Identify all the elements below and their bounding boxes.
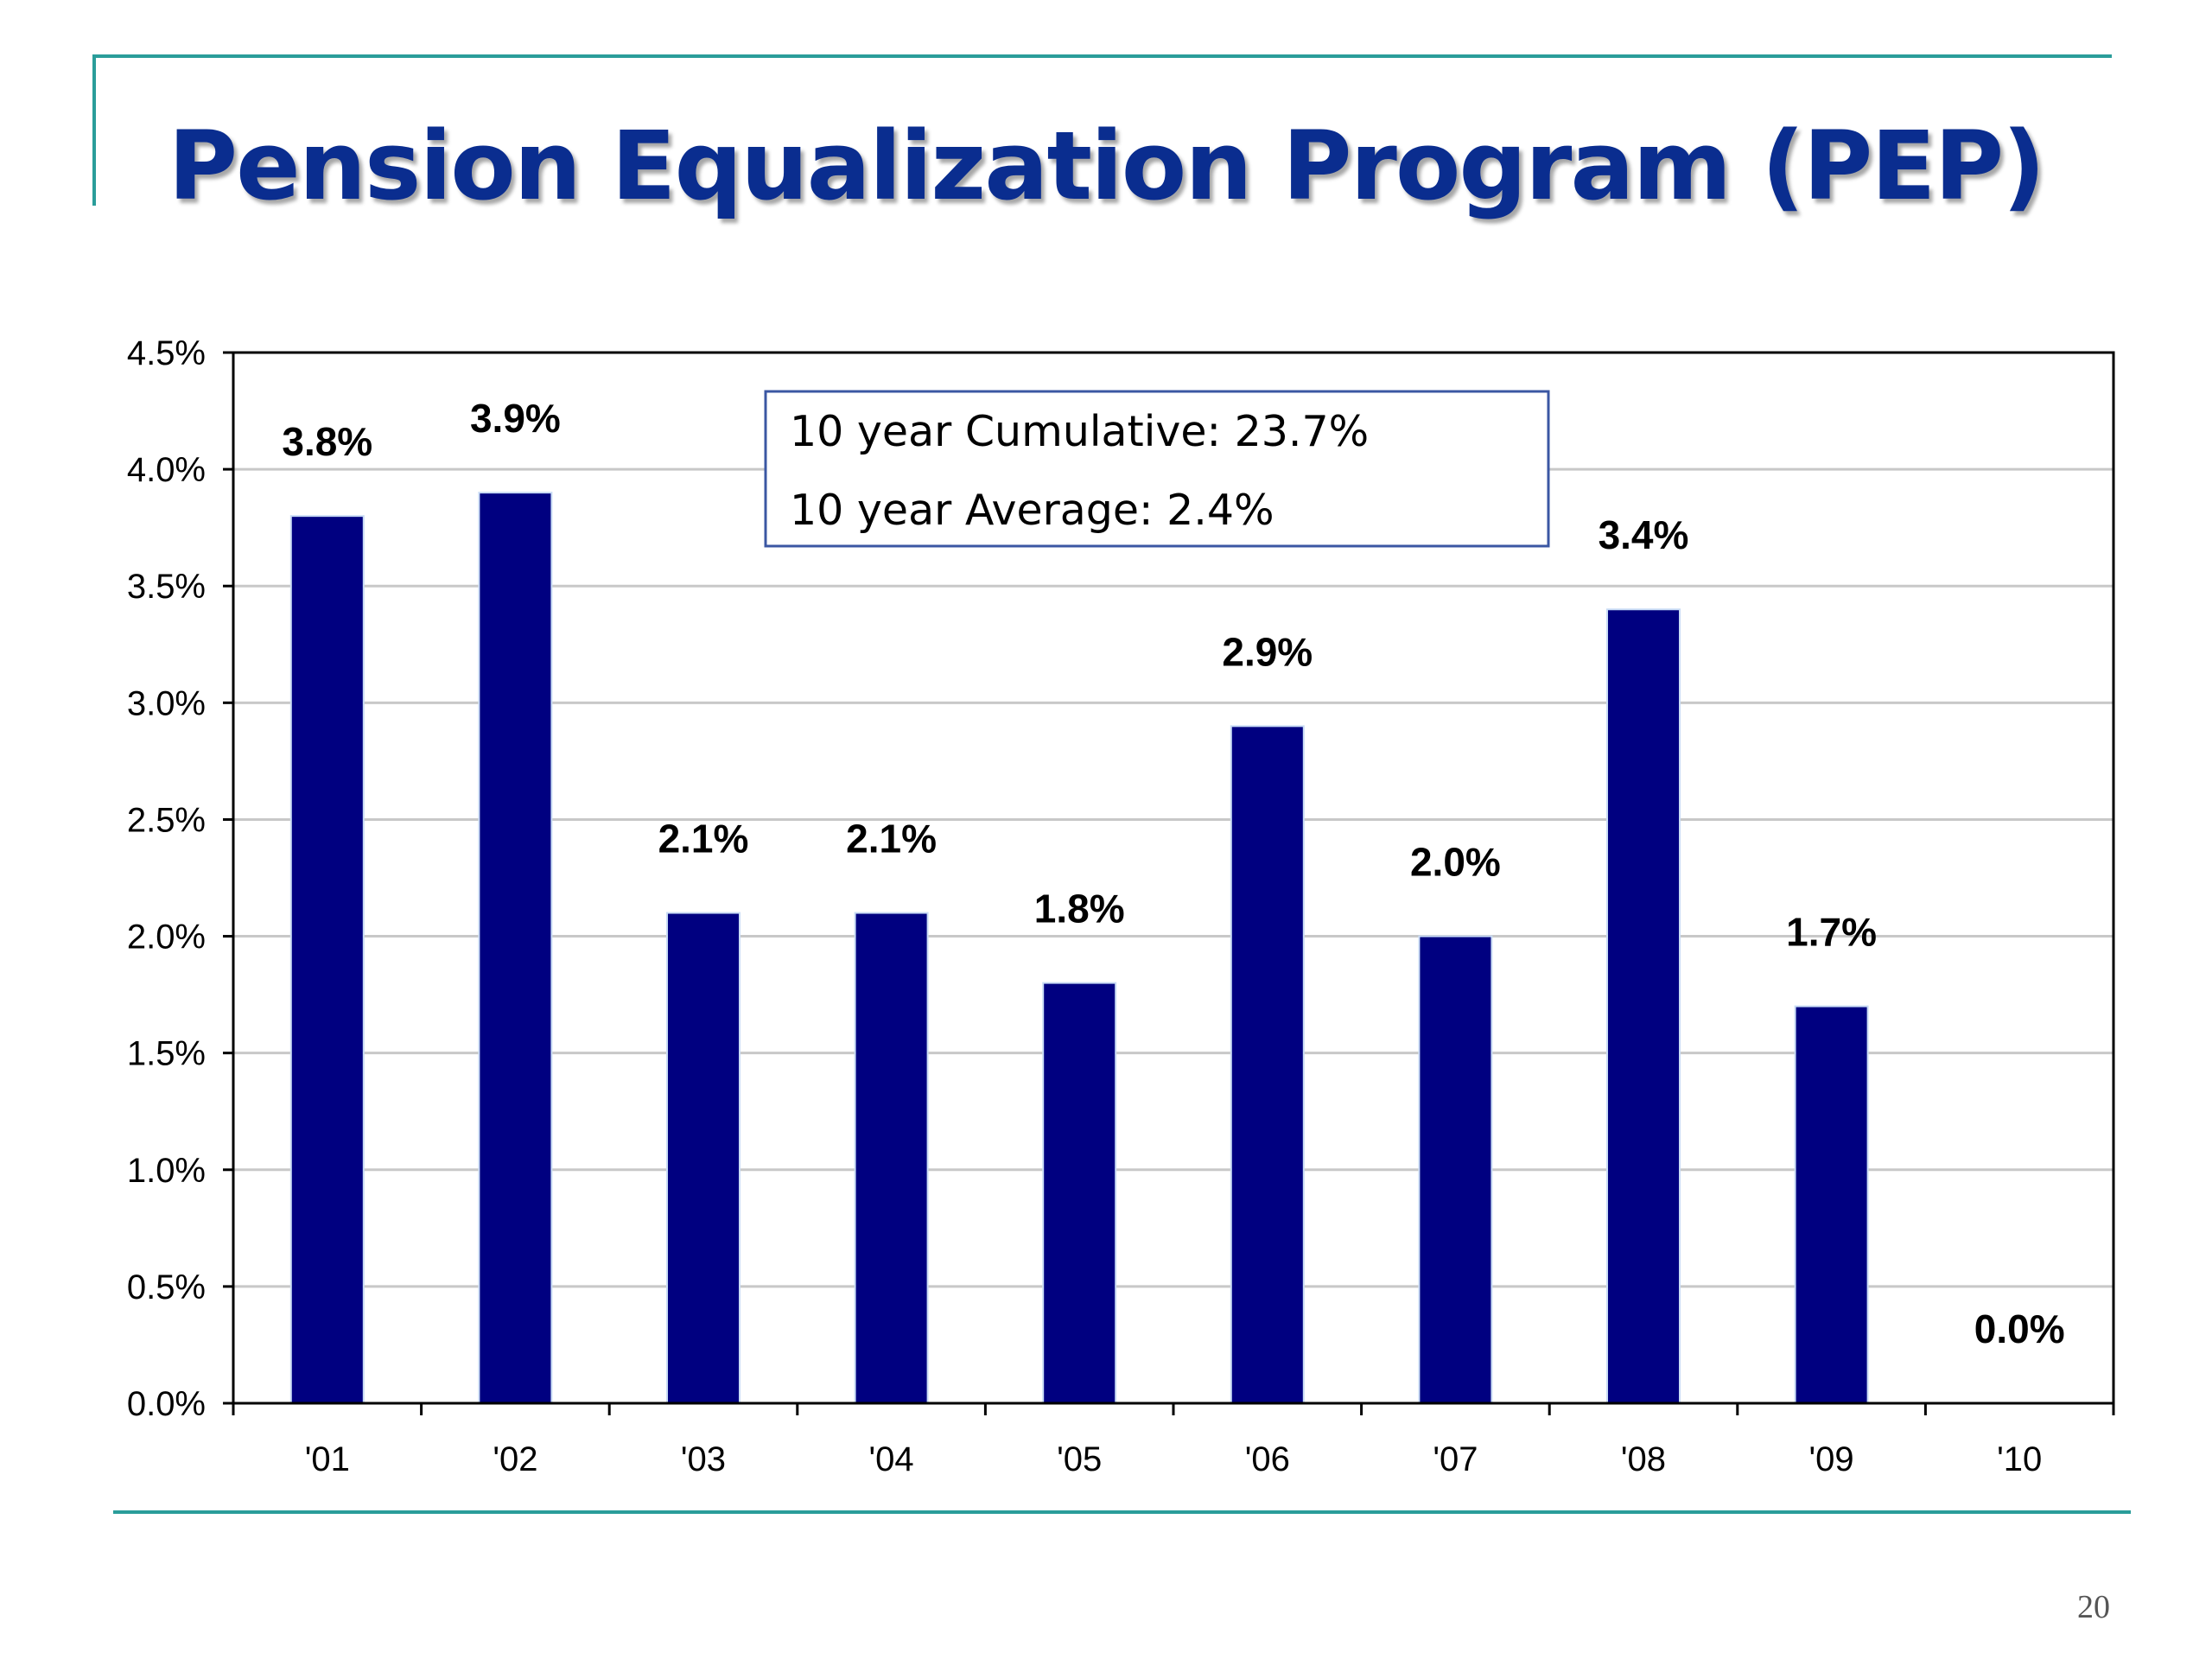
plot-area-border xyxy=(232,351,2115,1405)
y-tick-label: 3.5% xyxy=(127,568,206,606)
y-tick-label: 4.5% xyxy=(127,334,206,372)
y-tick-label: 2.0% xyxy=(127,918,206,957)
bar xyxy=(854,912,929,1404)
y-tick-label: 4.0% xyxy=(127,451,206,489)
bar-data-label: 0.0% xyxy=(1974,1306,2065,1351)
summary-note-border xyxy=(764,390,1550,548)
x-tick-label: '07 xyxy=(1433,1440,1478,1478)
x-tick-label: '04 xyxy=(869,1440,914,1478)
y-tick-label: 2.5% xyxy=(127,801,206,839)
bar-data-label: 2.1% xyxy=(658,817,749,861)
bar xyxy=(289,515,365,1405)
bar xyxy=(1042,982,1117,1404)
bar xyxy=(1230,725,1305,1404)
bar-data-label: 2.0% xyxy=(1410,840,1501,885)
y-tick-label: 1.5% xyxy=(127,1035,206,1073)
x-tick-label: '08 xyxy=(1621,1440,1666,1478)
bar-data-label: 2.9% xyxy=(1222,629,1313,674)
bar xyxy=(1606,608,1681,1404)
x-tick-label: '05 xyxy=(1057,1440,1102,1478)
summary-note-box: 10 year Cumulative: 23.7% 10 year Averag… xyxy=(764,390,1550,548)
page-number: 20 xyxy=(2077,1589,2110,1625)
x-tick-label: '06 xyxy=(1245,1440,1290,1478)
bar-data-label: 1.7% xyxy=(1786,910,1877,955)
frame-left-line xyxy=(92,54,96,206)
slide-title: Pension Equalization Program (PEP) xyxy=(168,111,2046,221)
cumulative-note: 10 year Cumulative: 23.7% xyxy=(790,407,1369,456)
x-tick-label: '03 xyxy=(681,1440,726,1478)
bars xyxy=(289,492,1869,1405)
frame-top-line xyxy=(92,54,2112,58)
x-tick-label: '02 xyxy=(493,1440,537,1478)
y-tick-label: 3.0% xyxy=(127,684,206,722)
axes: 0.0% 0.5% 1.0% 1.5% 2.0% 2.5% 3.0% 3.5% 4.0% 4.5%… xyxy=(127,334,2115,1478)
frame-bottom-line xyxy=(113,1510,2131,1514)
bar xyxy=(1418,935,1493,1404)
y-tick-label: 1.0% xyxy=(127,1152,206,1190)
bar xyxy=(478,492,553,1405)
x-tick-label: '10 xyxy=(1997,1440,2042,1478)
bar-data-label: 2.1% xyxy=(846,817,937,861)
y-tick-label: 0.0% xyxy=(127,1385,206,1423)
bar-data-label: 1.8% xyxy=(1034,887,1125,931)
average-note: 10 year Average: 2.4% xyxy=(790,486,1274,535)
bar-data-label: 3.4% xyxy=(1599,512,1689,557)
bar-data-label: 3.8% xyxy=(282,419,372,464)
y-tick-label: 0.5% xyxy=(127,1268,206,1306)
bar xyxy=(1794,1005,1869,1404)
x-tick-label: '09 xyxy=(1809,1440,1854,1478)
bar xyxy=(666,912,741,1404)
bar-data-labels: 3.8% 3.9% 2.1% 2.1% 1.8% 2.9% 2.0% 3.4% 1.7% 0.0% xyxy=(282,396,2064,1351)
x-tick-label: '01 xyxy=(305,1440,350,1478)
bar-data-label: 3.9% xyxy=(470,396,561,441)
